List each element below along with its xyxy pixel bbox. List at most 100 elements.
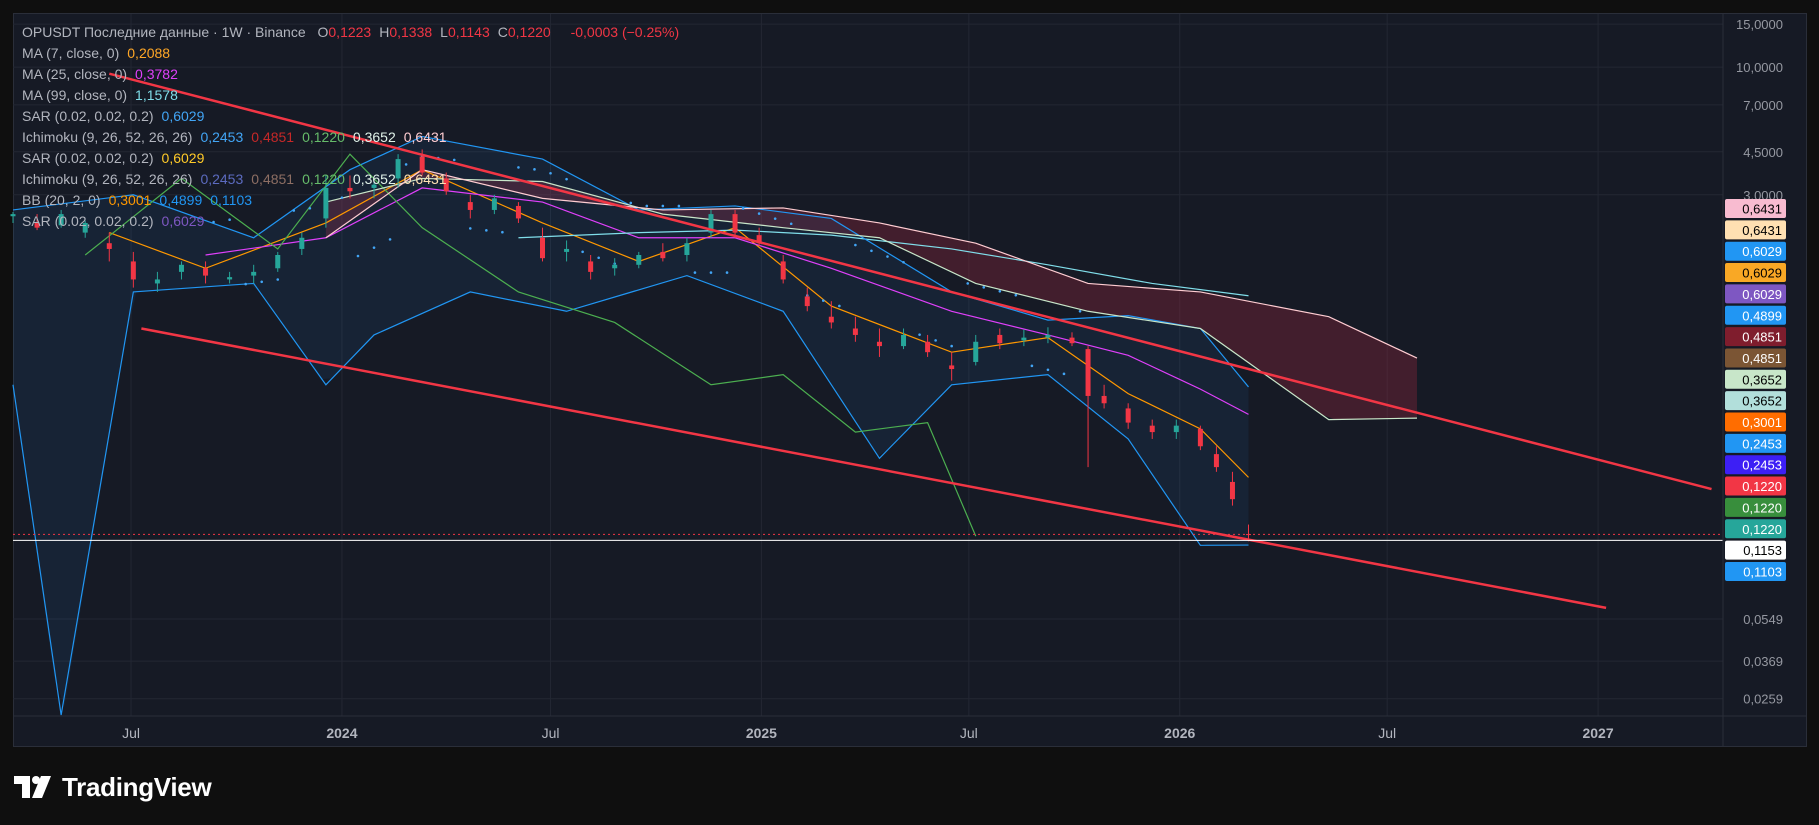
sar-dot [452,158,456,162]
sar-dot [1030,364,1034,368]
candle-body [178,264,184,272]
trendline [141,327,1607,610]
sar-dot [773,217,777,220]
indicator-row[interactable]: MA (99, close, 0) 1,1578 [22,85,687,106]
candle-body [130,261,136,280]
indicator-label: SAR (0.02, 0.02, 0.2) [22,150,154,166]
price-label: 0,1220 [1725,476,1786,496]
price-label: 0,3652 [1725,391,1786,411]
candle-body [732,214,738,233]
sar-dot [741,207,745,210]
sar-dot [950,344,953,348]
sar-dot [1014,293,1018,297]
sar-dot [966,282,970,285]
indicator-value: 0,6029 [161,108,205,124]
sar-dot [565,177,568,181]
price-label: 0,2453 [1725,455,1786,475]
candle-body [515,205,521,219]
series-ma-25-close-0- [205,187,1249,415]
price-label-text: 0,4899 [1742,308,1782,323]
price-label: 0,2453 [1725,433,1786,453]
y-tick-label: 10,0000 [1736,60,1783,75]
price-label: 0,6029 [1725,241,1786,261]
sar-dot [340,196,344,199]
x-tick-label: 2025 [746,725,777,741]
indicator-label: MA (7, close, 0) [22,45,120,61]
indicator-value: 1,1578 [135,87,178,103]
sar-dot [372,246,376,249]
indicator-row[interactable]: SAR (0.02, 0.02, 0.2) 0,6029 [22,211,687,232]
candle-body [1149,425,1155,433]
y-tick-label: 0,0549 [1743,612,1783,627]
candle-body [901,334,907,347]
tradingview-logo-icon [14,776,51,798]
candle-body [876,341,882,347]
sar-dot [468,227,472,230]
price-label-text: 0,6029 [1742,266,1782,281]
price-label: 0,6431 [1725,220,1786,240]
price-label-bg [1725,327,1786,347]
indicator-value: 0,6431 [403,129,447,145]
candle-body [949,365,955,370]
candle-body [1045,334,1051,338]
indicator-row[interactable]: MA (7, close, 0) 0,2088 [22,43,687,64]
indicator-value: 0,2088 [127,45,171,61]
indicator-row[interactable]: SAR (0.02, 0.02, 0.2) 0,6029 [22,148,687,169]
candle-body [34,222,40,228]
indicator-row[interactable]: Ichimoku (9, 26, 52, 26, 26) 0,2453 0,4851… [22,127,687,148]
grid-layer [13,14,1723,716]
sar-dot [388,238,392,241]
candle-body [154,279,160,284]
candle-body [299,237,305,249]
candle-body [612,264,618,269]
candle-body [756,235,762,244]
indicator-row[interactable]: MA (25, close, 0) 0,3782 [22,64,687,85]
candle-body [852,328,858,335]
price-label-bg [1725,369,1786,389]
indicator-row[interactable]: Ichimoku (9, 26, 52, 26, 26) 0,2453 0,4851… [22,169,687,190]
indicator-value: 0,3652 [352,171,396,187]
candle-body [1229,481,1235,500]
price-label-text: 0,2453 [1742,436,1782,451]
price-label-text: 0,4851 [1742,330,1782,345]
candle-body [275,255,281,269]
candle-body [347,187,353,192]
price-label-bg [1725,241,1786,261]
ohlc-value-h: 0,1338 [389,24,433,40]
sar-dot [902,260,905,264]
candle-body [780,261,786,280]
indicator-row[interactable]: SAR (0.02, 0.02, 0.2) 0,6029 [22,106,687,127]
chart-panel[interactable] [13,13,1807,747]
candle-body [1021,337,1027,341]
price-label: 0,6431 [1725,199,1786,218]
price-label-bg [1725,476,1786,496]
price-label: 0,3001 [1725,412,1786,432]
y-tick-label: 15,0000 [1736,17,1783,32]
price-label-text: 0,6029 [1742,287,1782,302]
price-label: 0,1153 [1725,540,1786,560]
price-label-text: 0,3652 [1742,372,1782,387]
ohlc-key-h: H [379,24,390,40]
price-label-text: 0,2453 [1742,458,1782,473]
candle-body [1069,337,1075,344]
candle-body [973,341,979,362]
brand-name: TradingView [62,771,212,802]
x-tick-label: Jul [122,725,140,741]
sar-dot [693,271,697,274]
price-label-text: 0,3652 [1742,394,1782,409]
price-label-bg [1725,497,1786,517]
indicator-value: 0,1220 [302,129,345,145]
sar-dot [1078,309,1082,313]
price-label-bg [1725,220,1786,240]
sar-dot [934,339,937,342]
sar-dot [260,280,264,284]
indicator-row[interactable]: BB (20, 2, 0) 0,3001 0,4899 0,1103 [22,190,687,211]
sar-dot [1046,368,1050,372]
series-ma-99-close-0- [518,229,1249,297]
sar-dot [725,271,729,274]
sar-dot [485,229,488,232]
price-label-bg [1725,284,1786,304]
candle-body [106,243,112,249]
x-tick-label: 2026 [1164,725,1195,741]
